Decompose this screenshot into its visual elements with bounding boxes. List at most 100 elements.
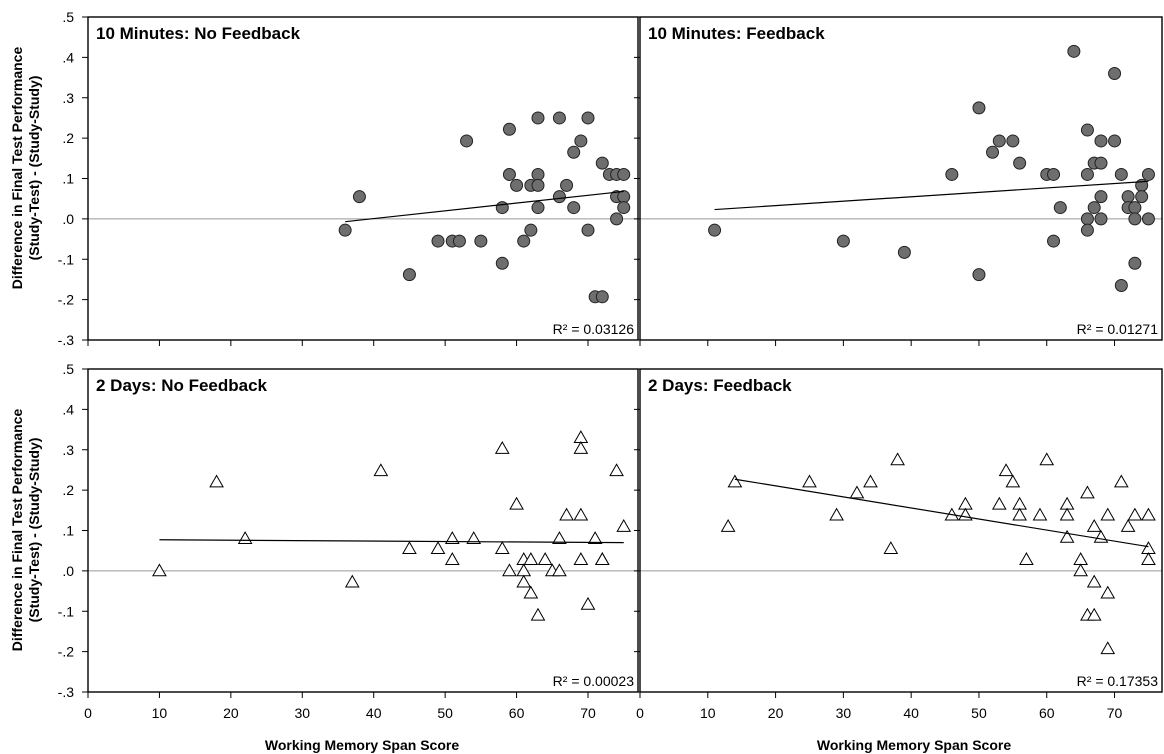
panel-title: 2 Days: Feedback	[648, 376, 792, 395]
data-point	[444, 552, 460, 565]
panels-layer: -.3 -.2 -.1 .0 .1 .2 .3 .4 .5 10 Minutes: No Feed…	[58, 9, 1163, 721]
y-tick-label: .2	[62, 130, 74, 146]
data-point	[1108, 67, 1122, 81]
data-point	[560, 178, 574, 192]
trendline	[345, 190, 624, 223]
x-tick-label: 60	[509, 705, 525, 721]
data-point	[373, 463, 389, 477]
data-point	[1012, 496, 1027, 510]
x-tick-label: 30	[294, 705, 310, 721]
data-point	[708, 223, 722, 237]
data-point	[897, 245, 911, 259]
data-point	[998, 463, 1014, 477]
panel-title: 10 Minutes: Feedback	[648, 24, 825, 43]
data-point	[863, 474, 878, 488]
data-point	[237, 531, 253, 544]
data-point	[352, 190, 366, 204]
x-tick-label: 30	[836, 705, 852, 721]
data-point	[1059, 496, 1075, 510]
data-point	[152, 563, 167, 577]
data-point	[1080, 123, 1094, 137]
data-point	[720, 518, 736, 532]
data-point	[1094, 190, 1108, 204]
chart-panel-3: -.3 -.2 -.1 .0 .1 .2 .3 .4 .5 0 10 20 30 40 50 60 70 2 Da…	[58, 361, 639, 721]
y-tick-label: .5	[62, 9, 74, 25]
r-squared-label: R² = 0.17353	[1077, 673, 1159, 689]
x-tick-label: 20	[223, 705, 239, 721]
data-point	[209, 474, 224, 488]
y-tick-label: .0	[62, 211, 74, 227]
data-point	[402, 541, 417, 555]
data-point	[1012, 507, 1027, 521]
data-point	[1135, 190, 1149, 204]
data-point	[1100, 641, 1116, 655]
data-point	[494, 541, 510, 555]
y-tick-label: -.2	[58, 644, 75, 660]
data-point	[617, 201, 631, 215]
y-axis-title-line1: Difference in Final Test Performance	[9, 409, 25, 652]
panel-border	[639, 16, 1163, 341]
data-point	[610, 212, 624, 226]
data-point	[958, 507, 973, 521]
data-point	[431, 234, 445, 248]
data-point	[502, 122, 516, 136]
data-point	[530, 607, 546, 621]
data-point	[1141, 541, 1156, 555]
x-tick-label: 40	[903, 705, 919, 721]
data-point	[890, 452, 905, 466]
data-point	[1113, 474, 1129, 488]
y-tick-label: -.2	[58, 292, 75, 308]
data-point	[573, 430, 589, 444]
y-tick-label: -.1	[58, 251, 75, 267]
data-point	[1141, 507, 1156, 521]
data-point	[609, 463, 624, 477]
data-point	[1114, 167, 1128, 181]
data-point	[991, 496, 1007, 510]
y-tick-label: .2	[62, 482, 74, 498]
data-point	[617, 167, 631, 181]
data-point	[802, 474, 817, 488]
panel-border	[87, 16, 639, 341]
data-point	[510, 178, 524, 192]
trendline	[714, 180, 1149, 211]
x-tick-label: 70	[1107, 705, 1123, 721]
data-point	[581, 223, 595, 237]
panel-title: 2 Days: No Feedback	[96, 376, 268, 395]
data-point	[516, 574, 532, 588]
chart-panel-1: -.3 -.2 -.1 .0 .1 .2 .3 .4 .5 10 Minutes: No Feed…	[58, 9, 639, 348]
data-point	[559, 507, 574, 521]
data-point	[1087, 201, 1101, 215]
data-point	[402, 268, 416, 282]
y-axis-title-line2: (Study-Test) - (Study-Study)	[26, 76, 42, 261]
data-point	[502, 167, 516, 181]
panel-title: 10 Minutes: No Feedback	[96, 24, 301, 43]
data-point	[1080, 212, 1094, 226]
data-point	[552, 563, 567, 577]
y-tick-label: -.1	[58, 603, 75, 619]
data-point	[567, 145, 581, 159]
data-point	[986, 145, 1000, 159]
data-point	[587, 531, 603, 544]
data-point	[945, 167, 959, 181]
data-point	[531, 201, 545, 215]
data-point	[466, 531, 482, 544]
x-tick-label: 70	[580, 705, 596, 721]
data-point	[727, 474, 743, 488]
x-tick-label: 50	[437, 705, 453, 721]
x-tick-label: 0	[84, 705, 92, 721]
y-tick-label: .0	[62, 563, 74, 579]
data-point	[494, 441, 510, 454]
r-squared-label: R² = 0.03126	[553, 321, 635, 337]
data-point	[836, 234, 850, 248]
y-tick-label: .1	[62, 523, 74, 539]
data-point	[1047, 234, 1061, 248]
data-point	[552, 111, 566, 125]
data-point	[1128, 201, 1142, 215]
data-point	[616, 518, 632, 532]
data-point	[1121, 190, 1135, 204]
data-point	[474, 234, 488, 248]
panel-border	[87, 368, 639, 693]
data-point	[573, 507, 589, 521]
data-point	[1080, 167, 1094, 181]
data-point	[1059, 507, 1075, 521]
